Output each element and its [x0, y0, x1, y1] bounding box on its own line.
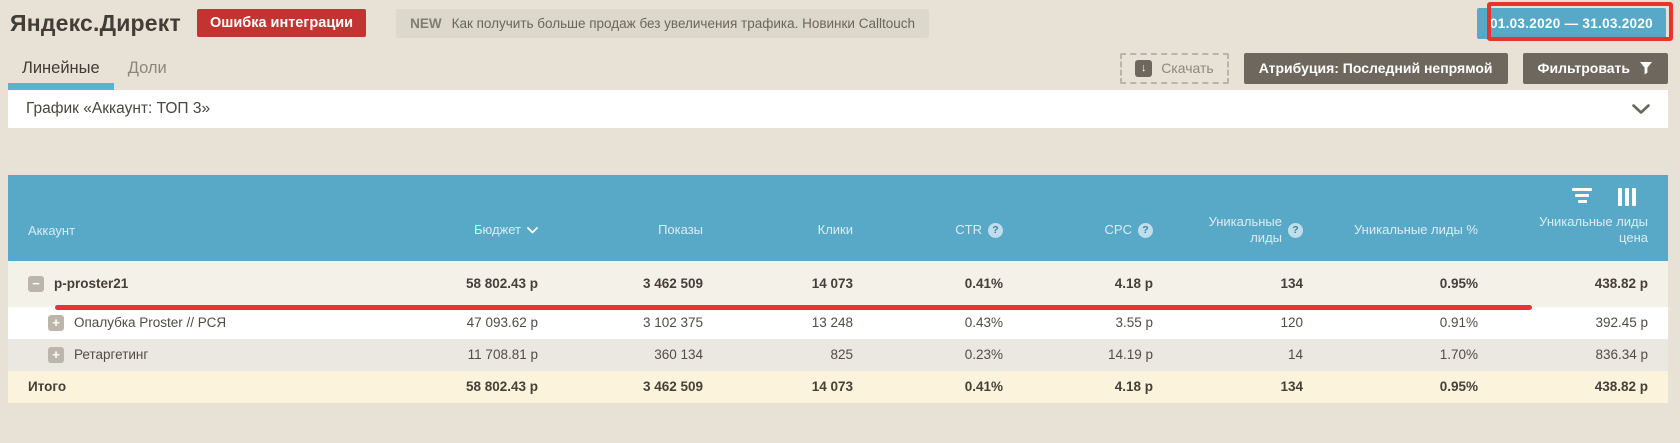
sort-lines-icon[interactable] — [1572, 188, 1592, 208]
cell-unique-leads-cost: 836.34 р — [1595, 347, 1648, 362]
download-button[interactable]: ↓ Скачать — [1120, 52, 1229, 84]
column-header-cpc[interactable]: CPC ? — [1003, 222, 1153, 238]
cell-clicks: 13 248 — [811, 315, 853, 330]
top-bar: Яндекс.Директ Ошибка интеграции NEW Как п… — [0, 0, 1680, 46]
tab-linear[interactable]: Линейные — [8, 46, 114, 90]
help-icon[interactable]: ? — [1138, 222, 1153, 238]
cell-unique-leads-cost: 392.45 р — [1595, 315, 1648, 330]
cell-clicks: 825 — [830, 347, 853, 362]
cell-cpc: 3.55 р — [1115, 315, 1153, 330]
page-title: Яндекс.Директ — [10, 9, 181, 36]
cell-shows: 360 134 — [654, 347, 703, 362]
cell-unique-leads-cost: 438.82 р — [1594, 379, 1648, 394]
cell-clicks: 14 073 — [811, 379, 853, 394]
column-header-account[interactable]: Аккаунт — [28, 222, 76, 238]
column-header-ctr[interactable]: CTR ? — [853, 222, 1003, 238]
cell-unique-leads-pct: 0.95% — [1439, 276, 1478, 291]
columns-icon[interactable] — [1618, 188, 1636, 208]
download-label: Скачать — [1161, 60, 1214, 76]
promo-banner[interactable]: NEW Как получить больше продаж без увелич… — [396, 8, 929, 38]
column-header-row: Аккаунт Бюджет Показы Клики CTR ? CPC ? — [8, 208, 1668, 261]
cell-unique-leads-pct: 0.95% — [1439, 379, 1478, 394]
chart-collapse-panel[interactable]: График «Аккаунт: ТОП 3» — [8, 90, 1668, 128]
column-header-unique-leads-pct[interactable]: Уникальные лиды % — [1354, 222, 1478, 238]
cell-cpc: 4.18 р — [1114, 379, 1153, 394]
cell-ctr: 0.43% — [964, 315, 1003, 330]
campaign-name: Опалубка Proster // РСЯ — [74, 315, 227, 330]
integration-error-badge[interactable]: Ошибка интеграции — [196, 9, 367, 37]
filter-label: Фильтровать — [1537, 60, 1630, 76]
cell-unique-leads: 120 — [1280, 315, 1303, 330]
cell-shows: 3 462 509 — [642, 379, 703, 394]
cell-shows: 3 102 375 — [642, 315, 703, 330]
cell-cpc: 14.19 р — [1107, 347, 1153, 362]
date-range-picker[interactable]: 01.03.2020 — 31.03.2020 — [1476, 8, 1666, 39]
expand-icon[interactable]: + — [48, 346, 64, 363]
cell-unique-leads-pct: 1.70% — [1439, 347, 1478, 362]
cell-unique-leads-cost: 438.82 р — [1594, 276, 1648, 291]
promo-text: Как получить больше продаж без увеличени… — [451, 15, 915, 31]
cell-unique-leads: 14 — [1287, 347, 1303, 362]
cell-budget: 47 093.62 р — [466, 315, 538, 330]
stats-table: Аккаунт Бюджет Показы Клики CTR ? CPC ? — [8, 175, 1668, 403]
cell-cpc: 4.18 р — [1114, 276, 1153, 291]
collapse-icon[interactable]: − — [28, 275, 44, 292]
table-row[interactable]: − p-proster21 58 802.43 р 3 462 509 14 0… — [8, 260, 1668, 310]
help-icon[interactable]: ? — [1288, 222, 1303, 238]
attribution-label: Атрибуция: Последний непрямой — [1258, 60, 1493, 76]
account-name: p-proster21 — [54, 276, 129, 291]
funnel-icon — [1639, 61, 1653, 75]
promo-new-tag: NEW — [410, 15, 442, 31]
expand-icon[interactable]: + — [48, 314, 64, 331]
cell-clicks: 14 073 — [811, 276, 853, 291]
campaign-name: Ретаргетинг — [74, 347, 149, 362]
column-header-clicks[interactable]: Клики — [817, 222, 853, 238]
table-row[interactable]: + Ретаргетинг 11 708.81 р 360 134 825 0.… — [8, 338, 1668, 371]
cell-unique-leads: 134 — [1280, 379, 1303, 394]
table-row[interactable]: + Опалубка Proster // РСЯ 47 093.62 р 3 … — [8, 306, 1668, 339]
help-icon[interactable]: ? — [988, 222, 1003, 238]
cell-ctr: 0.23% — [964, 347, 1003, 362]
sort-chevron-down-icon[interactable] — [527, 226, 538, 234]
cell-budget: 58 802.43 р — [465, 379, 538, 394]
cell-ctr: 0.41% — [964, 379, 1003, 394]
cell-shows: 3 462 509 — [642, 276, 703, 291]
cell-unique-leads: 134 — [1280, 276, 1303, 291]
table-total-row: Итого 58 802.43 р 3 462 509 14 073 0.41%… — [8, 370, 1668, 403]
filter-button[interactable]: Фильтровать — [1522, 52, 1668, 84]
column-header-unique-leads-cost[interactable]: Уникальные лиды цена — [1539, 214, 1648, 246]
table-header: Аккаунт Бюджет Показы Клики CTR ? CPC ? — [8, 175, 1668, 261]
toolbar-actions: ↓ Скачать Атрибуция: Последний непрямой … — [1120, 46, 1668, 90]
chevron-down-icon[interactable] — [1632, 103, 1650, 115]
cell-budget: 11 708.81 р — [467, 347, 538, 362]
tab-shares[interactable]: Доли — [127, 58, 167, 77]
column-header-unique-leads[interactable]: Уникальные лиды ? — [1153, 214, 1303, 247]
chart-panel-title: График «Аккаунт: ТОП 3» — [26, 100, 211, 117]
attribution-button[interactable]: Атрибуция: Последний непрямой — [1243, 52, 1508, 84]
tab-bar: Линейные Доли ↓ Скачать Атрибуция: После… — [0, 46, 1680, 90]
cell-budget: 58 802.43 р — [465, 276, 538, 291]
total-label: Итого — [28, 379, 67, 394]
column-header-shows[interactable]: Показы — [658, 222, 703, 238]
cell-ctr: 0.41% — [964, 276, 1003, 291]
download-icon: ↓ — [1135, 59, 1153, 77]
table-header-tools — [8, 175, 1668, 208]
cell-unique-leads-pct: 0.91% — [1439, 315, 1478, 330]
column-header-budget[interactable]: Бюджет — [388, 222, 538, 238]
